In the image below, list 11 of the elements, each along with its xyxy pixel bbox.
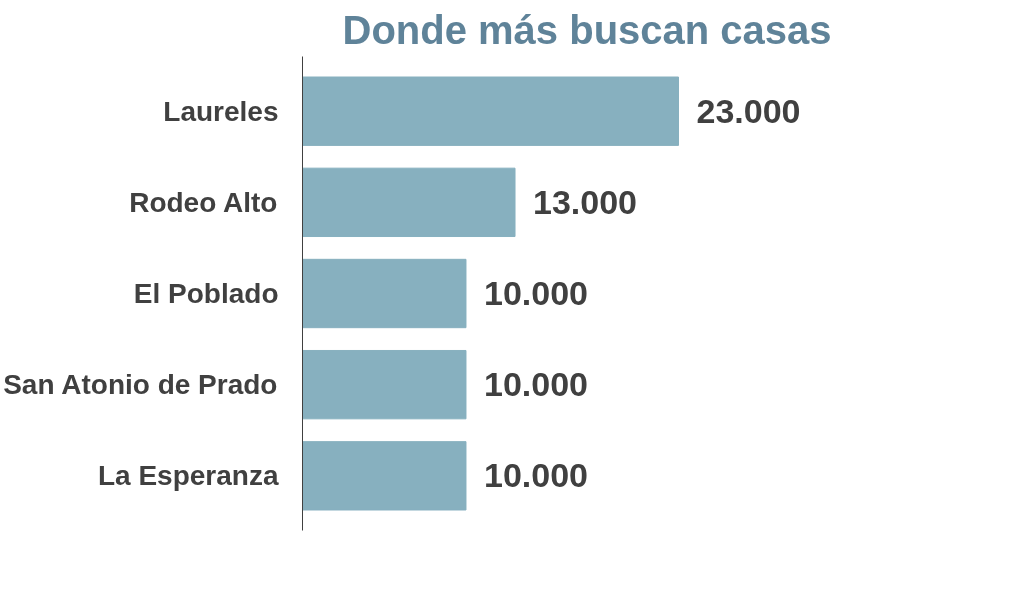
y-tick-label: Laureles bbox=[163, 95, 279, 127]
data-label: 10.000 bbox=[483, 365, 588, 404]
data-label: 23.000 bbox=[696, 91, 801, 130]
data-label: 10.000 bbox=[483, 456, 588, 495]
chart-title: Donde más buscan casas bbox=[342, 7, 832, 52]
data-label: 10.000 bbox=[483, 274, 588, 312]
y-tick-label: La Esperanza bbox=[97, 460, 279, 492]
y-tick-label: El Poblado bbox=[133, 278, 279, 309]
y-tick-label: Rodeo Alto bbox=[129, 186, 278, 218]
y-tick-label: San Atonio de Prado bbox=[3, 369, 278, 401]
data-label: 13.000 bbox=[533, 182, 638, 221]
